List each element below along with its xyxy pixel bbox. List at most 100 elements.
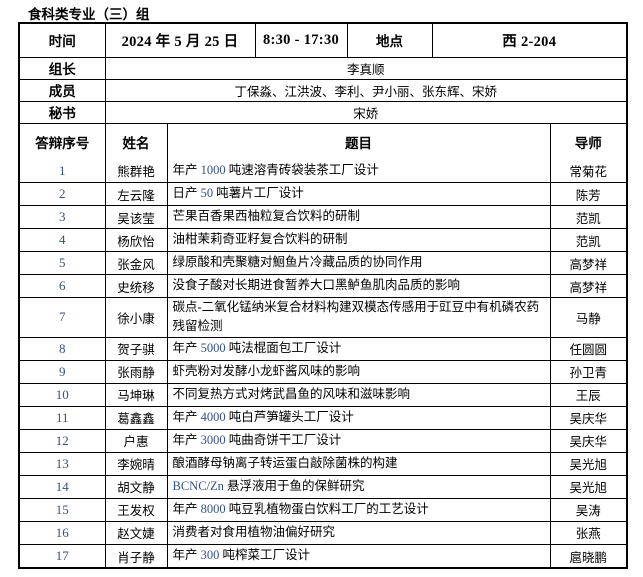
cell-advisor: 吴光旭	[549, 451, 626, 476]
table-row: 8 贺子骐 年产 5000 吨法棍面包工厂设计 任圆圆	[20, 336, 626, 361]
cell-advisor: 高梦祥	[549, 274, 626, 298]
cell-advisor: 范凯	[549, 228, 626, 252]
cell-serial: 16	[20, 520, 106, 545]
date-value: 2024 年 5 月 25 日	[104, 24, 256, 58]
table-row: 7 徐小康 碳点-二氧化锰纳米复合材料构建双模态传感用于豇豆中有机磷农药残留检测 马静	[20, 297, 626, 338]
cell-name: 葛鑫鑫	[104, 405, 168, 430]
cell-serial: 9	[20, 359, 106, 384]
table-row: 6 史统移 没食子酸对长期进食暂养大口黑鲈鱼肌肉品质的影响 高梦祥	[20, 274, 626, 298]
info-table: 时间 2024 年 5 月 25 日 8:30 - 17:30 地点 西 2-2…	[20, 24, 626, 124]
info-row-time: 时间 2024 年 5 月 25 日 8:30 - 17:30 地点 西 2-2…	[20, 24, 626, 58]
cell-advisor: 任圆圆	[549, 336, 626, 361]
table-row: 1 熊群艳 年产 1000 吨速溶青砖袋装茶工厂设计 常菊花	[20, 159, 626, 183]
cell-advisor: 马静	[549, 297, 626, 338]
cell-serial: 12	[20, 428, 106, 453]
cell-serial: 14	[20, 474, 106, 499]
cell-name: 马坤琳	[104, 382, 168, 407]
cell-serial: 15	[20, 497, 106, 522]
table-row: 16 赵文婕 消费者对食用植物油偏好研究 张燕	[20, 520, 626, 545]
cell-name: 张金风	[104, 251, 168, 275]
cell-title: BCNC/Zn 悬浮液用于鱼的保鲜研究	[166, 474, 551, 499]
table-row: 11 葛鑫鑫 年产 4000 吨白芦笋罐头工厂设计 吴庆华	[20, 405, 626, 430]
members-label: 成员	[20, 78, 106, 102]
cell-title: 年产 300 吨榨菜工厂设计	[166, 543, 551, 568]
cell-name: 赵文婕	[104, 520, 168, 545]
secretary-value: 宋娇	[104, 100, 626, 123]
col-header-title: 题目	[166, 123, 551, 160]
table-row: 13 李婉晴 酿酒酵母钠离子转运蛋白敲除菌株的构建 吴光旭	[20, 451, 626, 476]
table-row: 2 左云隆 日产 50 吨薯片工厂设计 陈芳	[20, 182, 626, 206]
table-row: 5 张金风 绿原酸和壳聚糖对鮰鱼片冷藏品质的协同作用 高梦祥	[20, 251, 626, 275]
cell-advisor: 吴涛	[549, 497, 626, 522]
cell-serial: 5	[20, 251, 106, 275]
cell-title: 油柑茉莉奇亚籽复合饮料的研制	[166, 228, 551, 252]
cell-advisor: 吴光旭	[549, 474, 626, 499]
cell-serial: 1	[20, 159, 106, 183]
location-label: 地点	[346, 24, 433, 58]
leader-value: 李真顺	[104, 56, 626, 80]
secretary-label: 秘书	[20, 100, 106, 123]
location-value: 西 2-204	[431, 24, 626, 58]
cell-advisor: 吴庆华	[549, 405, 626, 430]
table-row: 15 王发权 年产 8000 吨豆乳植物蛋白饮料工厂的工艺设计 吴涛	[20, 497, 626, 522]
cell-name: 吴该莹	[104, 205, 168, 229]
table-row: 4 杨欣怡 油柑茉莉奇亚籽复合饮料的研制 范凯	[20, 228, 626, 252]
table-row: 12 户惠 年产 3000 吨曲奇饼干工厂设计 吴庆华	[20, 428, 626, 453]
table-row: 14 胡文静 BCNC/Zn 悬浮液用于鱼的保鲜研究 吴光旭	[20, 474, 626, 499]
cell-title: 日产 50 吨薯片工厂设计	[166, 182, 551, 206]
info-row-leader: 组长 李真顺	[20, 56, 626, 80]
document-title: 食科类专业（三）组	[28, 7, 150, 22]
time-range-value: 8:30 - 17:30	[254, 24, 348, 58]
table-row: 17 肖子静 年产 300 吨榨菜工厂设计 扈晓鹏	[20, 543, 626, 568]
cell-advisor: 扈晓鹏	[549, 543, 626, 568]
table-row: 9 张雨静 虾壳粉对发酵小龙虾酱风味的影响 孙卫青	[20, 359, 626, 384]
cell-serial: 8	[20, 336, 106, 361]
cell-name: 张雨静	[104, 359, 168, 384]
cell-title: 消费者对食用植物油偏好研究	[166, 520, 551, 545]
cell-name: 杨欣怡	[104, 228, 168, 252]
cell-name: 左云隆	[104, 182, 168, 206]
cell-title: 虾壳粉对发酵小龙虾酱风味的影响	[166, 359, 551, 384]
cell-serial: 13	[20, 451, 106, 476]
cell-serial: 11	[20, 405, 106, 430]
cell-title: 年产 4000 吨白芦笋罐头工厂设计	[166, 405, 551, 430]
defense-rows: 1 熊群艳 年产 1000 吨速溶青砖袋装茶工厂设计 常菊花 2 左云隆 日产 50 吨薯片…	[20, 159, 626, 568]
cell-serial: 4	[20, 228, 106, 252]
cell-title: 年产 8000 吨豆乳植物蛋白饮料工厂的工艺设计	[166, 497, 551, 522]
schedule-table: 时间 2024 年 5 月 25 日 8:30 - 17:30 地点 西 2-2…	[18, 22, 628, 570]
cell-title: 没食子酸对长期进食暂养大口黑鲈鱼肌肉品质的影响	[166, 274, 551, 298]
cell-title: 芒果百香果西柚粒复合饮料的研制	[166, 205, 551, 229]
info-row-members: 成员 丁保淼、江洪波、李利、尹小丽、张东辉、宋娇	[20, 78, 626, 102]
leader-label: 组长	[20, 56, 106, 80]
cell-advisor: 孙卫青	[549, 359, 626, 384]
cell-name: 徐小康	[104, 297, 168, 338]
col-header-name: 姓名	[104, 123, 168, 160]
cell-title: 年产 5000 吨法棍面包工厂设计	[166, 336, 551, 361]
cell-name: 户惠	[104, 428, 168, 453]
table-row: 3 吴该莹 芒果百香果西柚粒复合饮料的研制 范凯	[20, 205, 626, 229]
col-header-advisor: 导师	[549, 123, 626, 160]
cell-serial: 2	[20, 182, 106, 206]
cell-advisor: 常菊花	[549, 159, 626, 183]
cell-name: 李婉晴	[104, 451, 168, 476]
cell-title: 绿原酸和壳聚糖对鮰鱼片冷藏品质的协同作用	[166, 251, 551, 275]
cell-name: 贺子骐	[104, 336, 168, 361]
cell-name: 胡文静	[104, 474, 168, 499]
cell-advisor: 陈芳	[549, 182, 626, 206]
cell-title: 年产 3000 吨曲奇饼干工厂设计	[166, 428, 551, 453]
cell-name: 王发权	[104, 497, 168, 522]
cell-advisor: 范凯	[549, 205, 626, 229]
info-row-secretary: 秘书 宋娇	[20, 100, 626, 123]
cell-serial: 6	[20, 274, 106, 298]
cell-title: 年产 1000 吨速溶青砖袋装茶工厂设计	[166, 159, 551, 183]
cell-name: 肖子静	[104, 543, 168, 568]
cell-serial: 7	[20, 297, 106, 338]
members-value: 丁保淼、江洪波、李利、尹小丽、张东辉、宋娇	[104, 78, 626, 102]
cell-serial: 17	[20, 543, 106, 568]
cell-advisor: 吴庆华	[549, 428, 626, 453]
cell-title: 酿酒酵母钠离子转运蛋白敲除菌株的构建	[166, 451, 551, 476]
table-row: 10 马坤琳 不同复热方式对烤武昌鱼的风味和滋味影响 王辰	[20, 382, 626, 407]
cell-title: 碳点-二氧化锰纳米复合材料构建双模态传感用于豇豆中有机磷农药残留检测	[166, 297, 551, 338]
cell-serial: 3	[20, 205, 106, 229]
cell-name: 史统移	[104, 274, 168, 298]
